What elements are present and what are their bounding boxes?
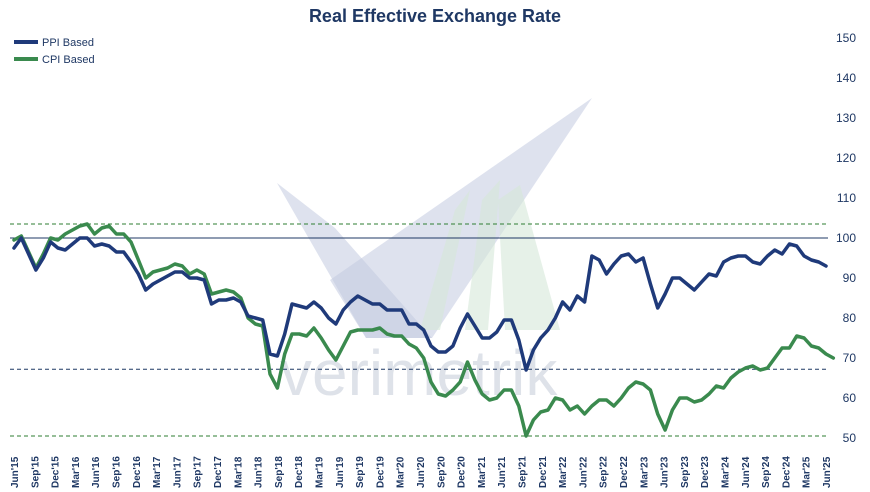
x-tick-label: Dec'17 [213,456,224,488]
legend: PPI Based CPI Based [14,37,95,66]
x-tick-label: Mar'23 [639,456,650,488]
legend-label-ppi: PPI Based [42,37,94,49]
x-tick-label: Sep'21 [518,456,529,488]
watermark-stripe-1 [420,190,470,330]
x-tick-label: Mar'19 [315,456,326,488]
x-tick-label: Dec'22 [619,456,630,488]
x-tick-label: Sep'19 [355,456,366,488]
x-tick-label: Sep'17 [193,456,204,488]
x-tick-label: Mar'21 [477,456,488,488]
y-tick-label: 150 [836,31,856,45]
x-tick-label: Jun'21 [497,456,508,488]
x-tick-label: Sep'24 [761,456,772,488]
x-tick-label: Dec'21 [538,456,549,488]
watermark-stripe-2 [465,180,500,330]
x-tick-label: Mar'25 [802,456,813,488]
y-tick-label: 90 [843,271,857,285]
x-tick-label: Sep'22 [599,456,610,488]
series-line-cpi-based [12,222,836,438]
y-tick-label: 70 [843,351,857,365]
y-tick-label: 50 [843,431,857,445]
x-tick-label: Mar'17 [152,456,163,488]
y-axis: 50 60 70 80 90 100 110 120 130 140 150 [836,31,856,445]
x-tick-label: Jun'22 [578,456,589,488]
y-tick-label: 110 [837,191,856,205]
x-tick-label: Dec'18 [294,456,305,488]
legend-label-cpi: CPI Based [42,54,95,66]
x-tick-label: Jun'16 [91,456,102,488]
x-tick-label: Jun'18 [254,456,265,488]
y-tick-label: 80 [843,311,857,325]
x-tick-label: Dec'24 [781,456,792,488]
watermark-logo: verimetrik [277,98,592,409]
y-tick-label: 140 [836,71,856,85]
x-tick-label: Jun'15 [10,456,21,488]
x-tick-label: Jun'25 [822,456,833,488]
x-tick-label: Jun'20 [416,456,427,488]
x-tick-label: Dec'16 [132,456,143,488]
x-tick-label: Jun'17 [172,456,183,488]
x-axis: Jun'15 Sep'15 Dec'15 Mar'16 Jun'16 Sep'16 Dec'… [10,456,833,488]
x-tick-label: Jun'23 [660,456,671,488]
x-tick-label: Sep'18 [274,456,285,488]
y-tick-label: 60 [843,391,857,405]
x-tick-label: Sep'16 [112,456,123,488]
y-tick-label: 130 [836,111,856,125]
reference-lines [10,223,828,437]
y-tick-label: 100 [836,231,856,245]
x-tick-label: Dec'15 [51,456,62,488]
x-tick-label: Sep'15 [30,456,41,488]
x-tick-label: Mar'22 [558,456,569,488]
x-tick-label: Sep'23 [680,456,691,488]
chart-title: Real Effective Exchange Rate [309,6,561,26]
x-tick-label: Jun'24 [741,456,752,488]
x-tick-label: Mar'16 [71,456,82,488]
x-tick-label: Mar'24 [721,456,732,488]
series-lines [12,222,836,438]
x-tick-label: Dec'19 [375,456,386,488]
x-tick-label: Sep'20 [436,456,447,488]
y-tick-label: 120 [836,151,856,165]
x-tick-label: Dec'23 [700,456,711,488]
x-tick-label: Jun'19 [335,456,346,488]
x-tick-label: Dec'20 [457,456,468,488]
x-tick-label: Mar'20 [396,456,407,488]
watermark-stripe-3 [498,185,560,330]
series-line-ppi-based [12,236,828,372]
x-tick-label: Mar'18 [233,456,244,488]
